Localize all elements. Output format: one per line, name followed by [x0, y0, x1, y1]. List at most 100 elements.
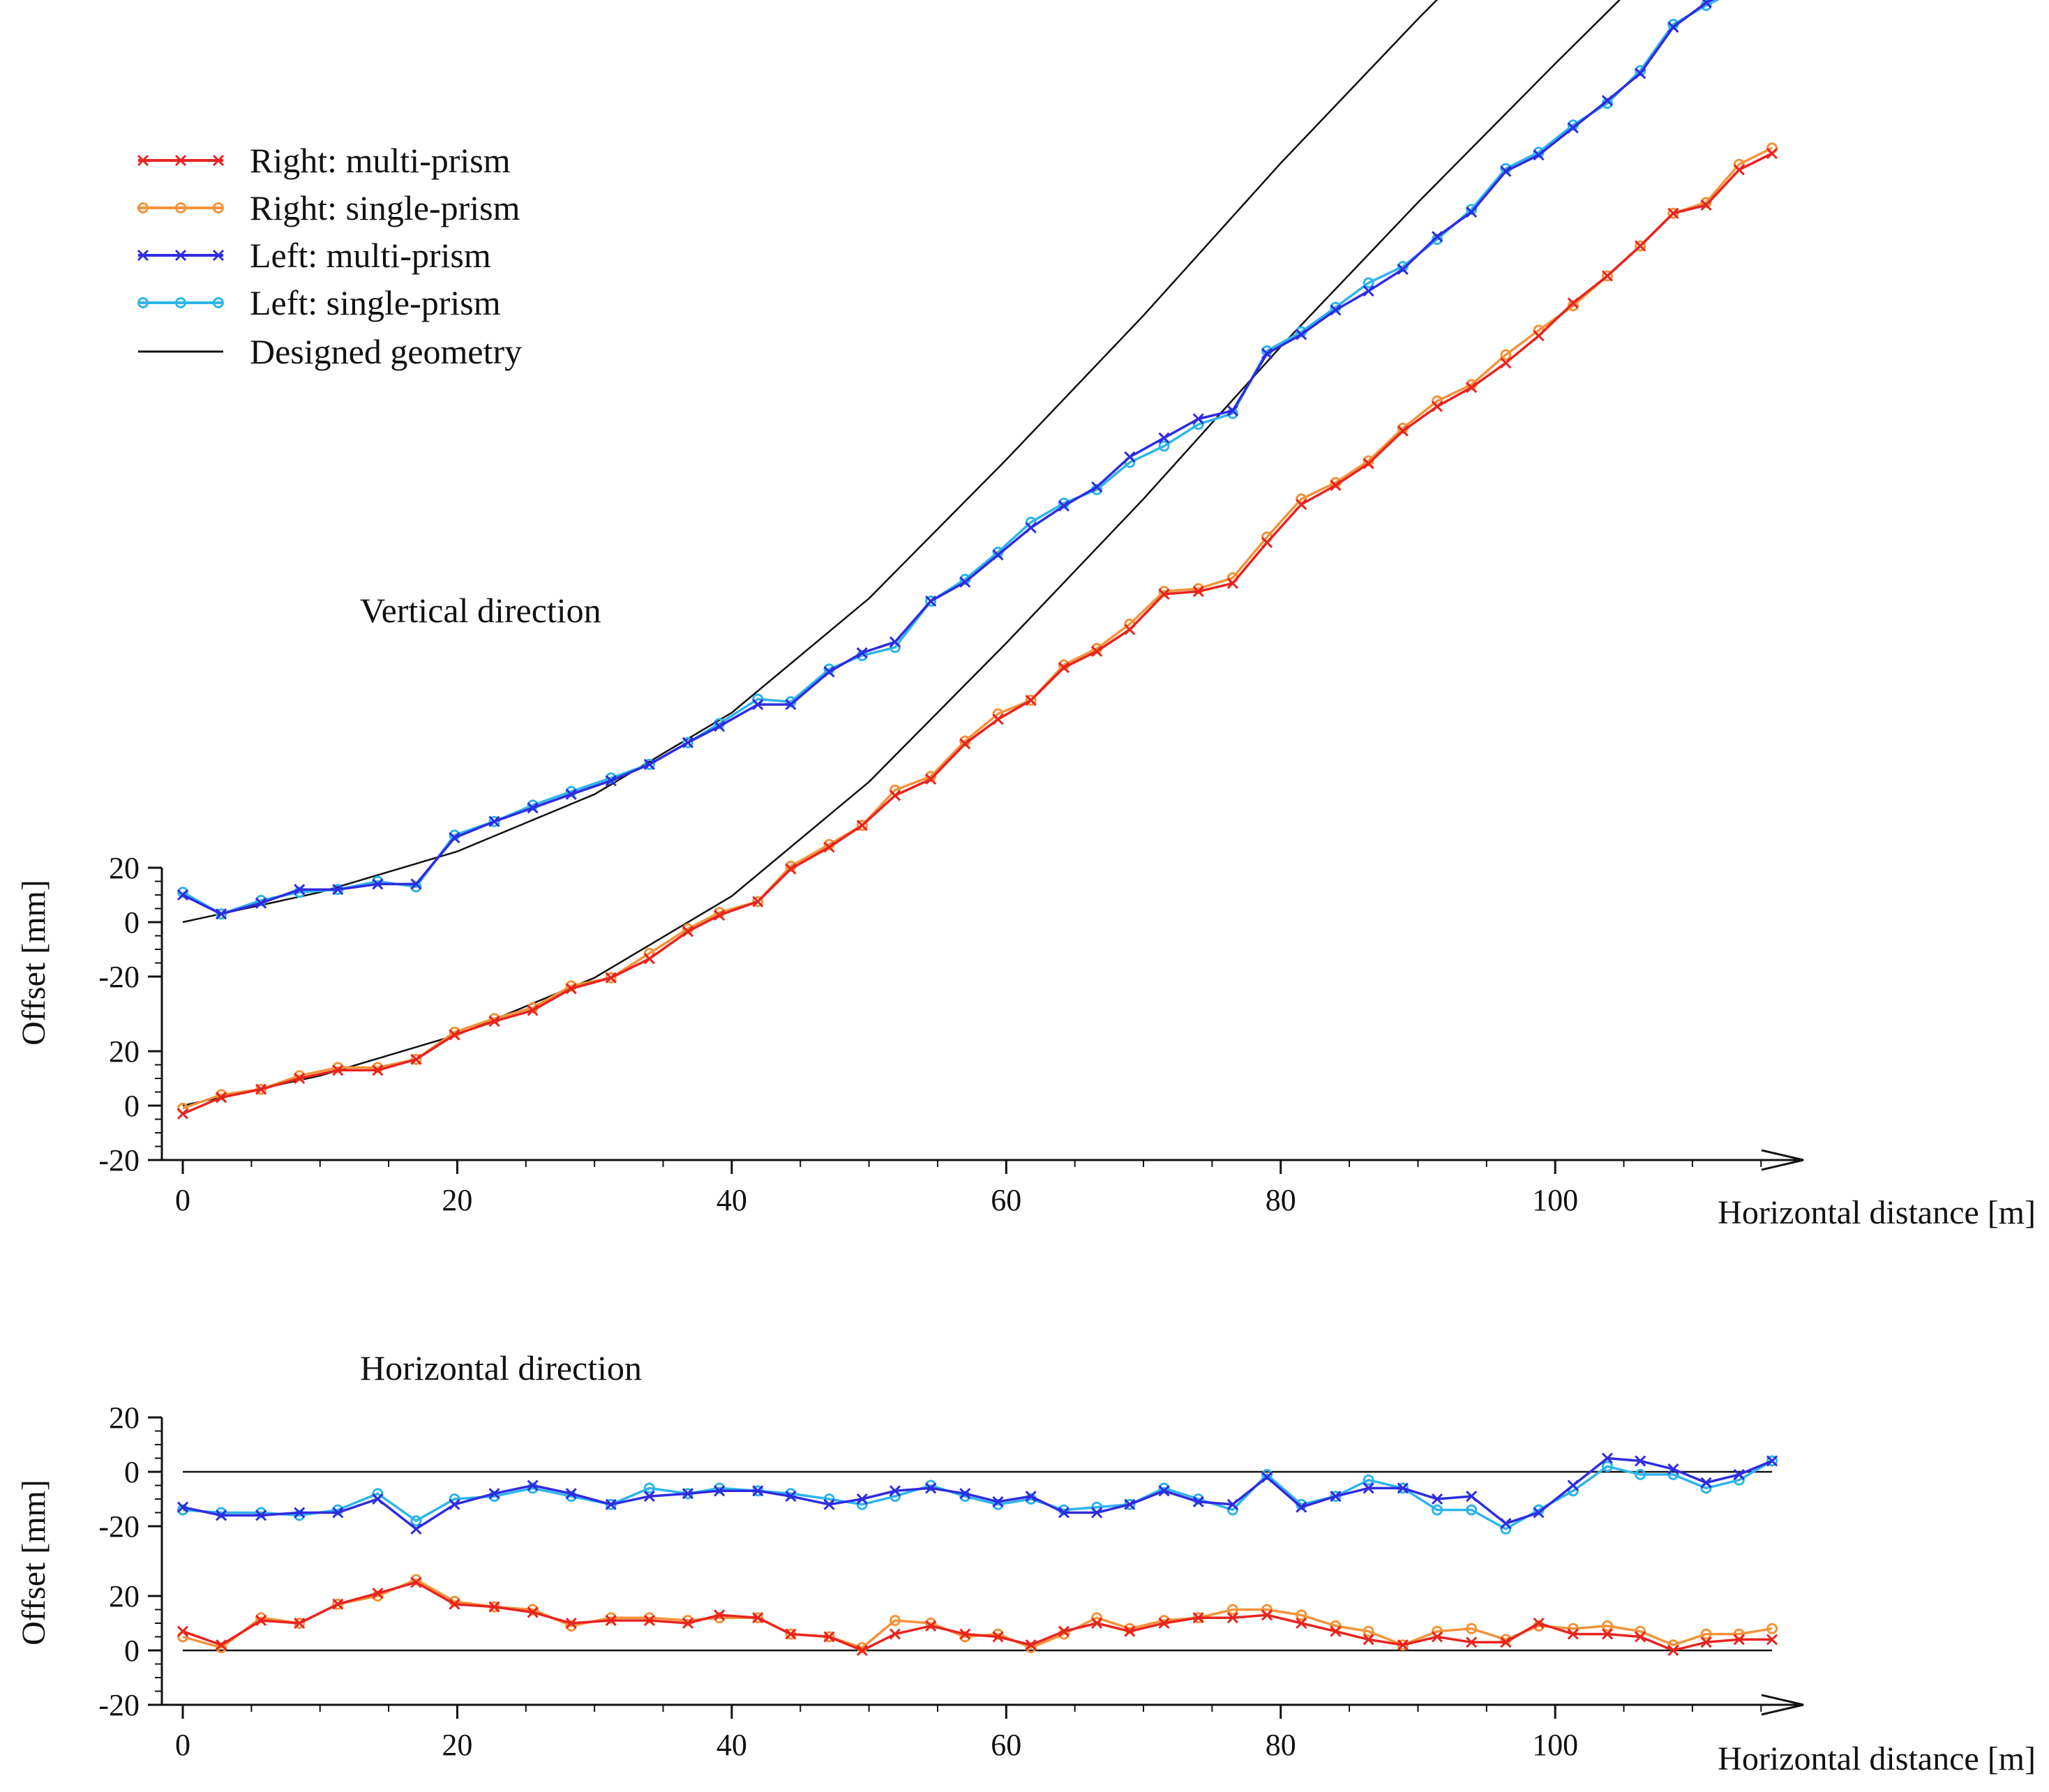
horizontal-right-multi-prism-point — [372, 1588, 384, 1599]
vertical-right-multi-prism-point — [1667, 207, 1679, 219]
horizontal-left-multi-prism-point — [410, 1523, 422, 1535]
vertical-right-multi-prism-point — [1091, 645, 1103, 657]
vertical-left-multi-prism-point — [959, 576, 971, 588]
vertical-left-multi-prism-point — [527, 802, 539, 814]
horizontal-left-single-prism-point — [565, 1491, 577, 1503]
horizontal-left-multi-prism-point — [1330, 1491, 1342, 1503]
horizontal-right-multi-prism-point — [527, 1606, 539, 1618]
horizontal-left-multi-prism-point — [1158, 1485, 1170, 1497]
vertical-right-single-prism-point — [752, 896, 764, 908]
horizontal-left-single-prism-point — [488, 1491, 500, 1503]
vertical-left-multi-prism-point — [1058, 500, 1069, 512]
legend-entry-left-single-prism: Left: single-prism — [137, 283, 501, 322]
horizontal-right-multi-prism-point — [488, 1601, 500, 1613]
vertical-y-tick-label: 20 — [109, 1034, 140, 1069]
horizontal-right-multi-prism-point — [1296, 1617, 1307, 1629]
legend-marker-left-multi — [174, 249, 187, 262]
horizontal-left-single-prism-point — [1466, 1504, 1478, 1516]
vertical-left-multi-prism-point — [565, 788, 577, 800]
horizontal-left-single-prism-point — [410, 1515, 422, 1527]
horizontal-right-multi-prism-point — [925, 1620, 937, 1632]
vertical-right-multi-prism-point — [889, 790, 901, 801]
horizontal-left-single-prism-point — [959, 1491, 971, 1503]
vertical-left-multi-prism-point — [823, 666, 835, 678]
horizontal-right-multi-prism-point — [294, 1617, 306, 1629]
vertical-right-multi-prism-point — [1466, 382, 1478, 393]
vertical-left-multi-prism-point — [1533, 149, 1545, 161]
vertical-right-single-prism-point — [1025, 694, 1037, 706]
horizontal-right-multi-prism-point — [449, 1598, 460, 1610]
vertical-panel-title: Vertical direction — [360, 591, 601, 630]
vertical-right-single-prism-point — [410, 1053, 422, 1065]
horizontal-left-multi-prism-point — [959, 1488, 971, 1500]
vertical-right-single-prism-point — [1158, 585, 1170, 597]
horizontal-left-single-prism-series — [177, 1455, 1778, 1535]
vertical-left-multi-prism-point — [372, 878, 384, 890]
horizontal-left-multi-prism-point — [1226, 1498, 1238, 1510]
horizontal-right-multi-prism-point — [682, 1617, 693, 1629]
horizontal-left-multi-prism-series — [177, 1452, 1778, 1535]
vertical-left-multi-prism-point — [1192, 413, 1204, 425]
horizontal-left-multi-prism-point — [1733, 1468, 1745, 1480]
vertical-right-multi-prism-point — [294, 1072, 306, 1085]
horizontal-left-multi-prism-point — [527, 1479, 539, 1491]
vertical-left-single-prism-point — [643, 758, 655, 770]
vertical-right-multi-prism-point — [410, 1053, 422, 1065]
vertical-left-multi-prism-point — [1635, 68, 1646, 80]
horizontal-right-single-prism-point — [714, 1612, 726, 1624]
vertical-left-single-prism-point — [177, 887, 188, 898]
vertical-right-multi-prism-point — [925, 773, 937, 785]
horizontal-right-single-prism-point — [605, 1612, 617, 1624]
vertical-left-multi-prism-point — [643, 758, 655, 770]
horizontal-plot-area — [177, 1452, 1778, 1657]
horizontal-left-multi-prism-point — [643, 1491, 655, 1503]
horizontal-right-multi-prism-point — [889, 1628, 901, 1640]
horizontal-left-multi-prism-point — [332, 1507, 344, 1519]
horizontal-right-multi-prism-point — [1261, 1609, 1273, 1621]
horizontal-right-single-prism-point — [216, 1642, 227, 1654]
horizontal-left-multi-prism-point — [1700, 1477, 1712, 1489]
vertical-right-multi-prism-point — [1192, 585, 1204, 597]
horizontal-left-single-prism-point — [1601, 1461, 1613, 1473]
horizontal-axes: 20 0 -20 20 0 -20 0 20 40 60 80 100 — [98, 1401, 1804, 1762]
legend-marker-left-single — [175, 297, 186, 308]
vertical-right-multi-prism-point — [1635, 240, 1646, 252]
vertical-right-multi-prism-point — [1124, 624, 1136, 635]
vertical-left-multi-prism-point — [992, 549, 1004, 561]
horizontal-x-axis-arrow — [1761, 1694, 1804, 1716]
horizontal-left-single-prism-point — [1261, 1468, 1273, 1480]
horizontal-right-single-prism-series — [177, 1574, 1778, 1654]
legend-marker-right-single — [213, 202, 224, 213]
vertical-left-multi-prism-point — [889, 636, 901, 648]
horizontal-left-multi-prism-point — [856, 1493, 868, 1505]
horizontal-left-multi-prism-point — [294, 1507, 306, 1519]
vertical-left-multi-prism-point — [1158, 432, 1170, 444]
horizontal-right-single-prism-point — [1601, 1620, 1613, 1632]
horizontal-right-multi-prism-point — [1567, 1628, 1579, 1640]
vertical-plot-area — [177, 0, 1778, 1120]
vertical-x-tick-label: 40 — [716, 1183, 747, 1217]
horizontal-right-multi-prism-point — [643, 1615, 655, 1627]
legend-entry-designed-geometry: Designed geometry — [138, 332, 522, 371]
horizontal-right-multi-prism-point — [1192, 1612, 1204, 1624]
horizontal-left-multi-prism-point — [1192, 1496, 1204, 1507]
horizontal-right-multi-prism-point — [1635, 1631, 1646, 1643]
horizontal-left-multi-prism-line — [182, 1456, 1773, 1530]
vertical-right-multi-prism-point — [449, 1029, 460, 1041]
horizontal-left-multi-prism-point — [1500, 1518, 1512, 1530]
horizontal-left-single-prism-point — [527, 1482, 539, 1494]
vertical-left-multi-prism-series — [177, 0, 1715, 920]
legend-marker-right-multi — [212, 154, 225, 167]
horizontal-left-single-prism-point — [1192, 1493, 1204, 1505]
legend-marker-right-multi — [174, 154, 187, 167]
vertical-right-multi-prism-point — [1700, 199, 1712, 211]
vertical-left-multi-prism-point — [410, 878, 422, 890]
vertical-right-single-prism-point — [925, 771, 937, 783]
vertical-right-multi-prism-point — [682, 926, 693, 938]
vertical-right-single-prism-point — [856, 820, 868, 831]
horizontal-left-multi-prism-point — [785, 1491, 797, 1503]
horizontal-right-single-prism-point — [992, 1628, 1004, 1640]
vertical-right-multi-prism-point — [565, 983, 577, 995]
vertical-right-multi-prism-point — [1261, 536, 1273, 548]
vertical-right-multi-prism-point — [216, 1092, 227, 1104]
